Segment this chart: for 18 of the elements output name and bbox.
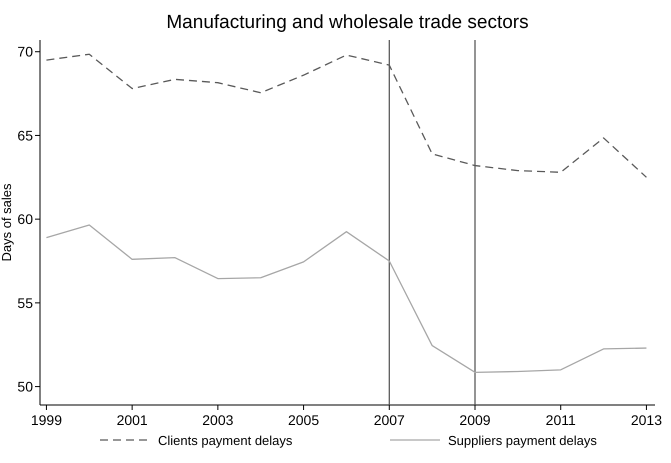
- x-tick-label: 2001: [116, 412, 148, 428]
- x-tick-label: 2003: [202, 412, 234, 428]
- y-tick-label: 50: [17, 378, 34, 394]
- x-tick-label: 2011: [546, 412, 576, 428]
- line-series: [46, 224, 648, 373]
- y-tick-label: 65: [17, 127, 34, 144]
- y-axis-title: Days of sales: [0, 182, 14, 262]
- legend-label: Clients payment delays: [158, 433, 293, 448]
- y-tick-label: 60: [17, 211, 34, 228]
- chart-title: Manufacturing and wholesale trade sectors: [166, 12, 529, 33]
- x-tick-label: 2007: [374, 412, 406, 428]
- y-tick-label: 70: [17, 44, 34, 60]
- y-tick-label: 55: [17, 294, 34, 311]
- legend-label: Suppliers payment delays: [448, 433, 598, 448]
- x-tick-label: 2005: [288, 412, 320, 428]
- x-tick-label: 1999: [30, 412, 62, 428]
- x-tick-label: 2013: [630, 412, 662, 428]
- x-tick-label: 2009: [459, 412, 491, 428]
